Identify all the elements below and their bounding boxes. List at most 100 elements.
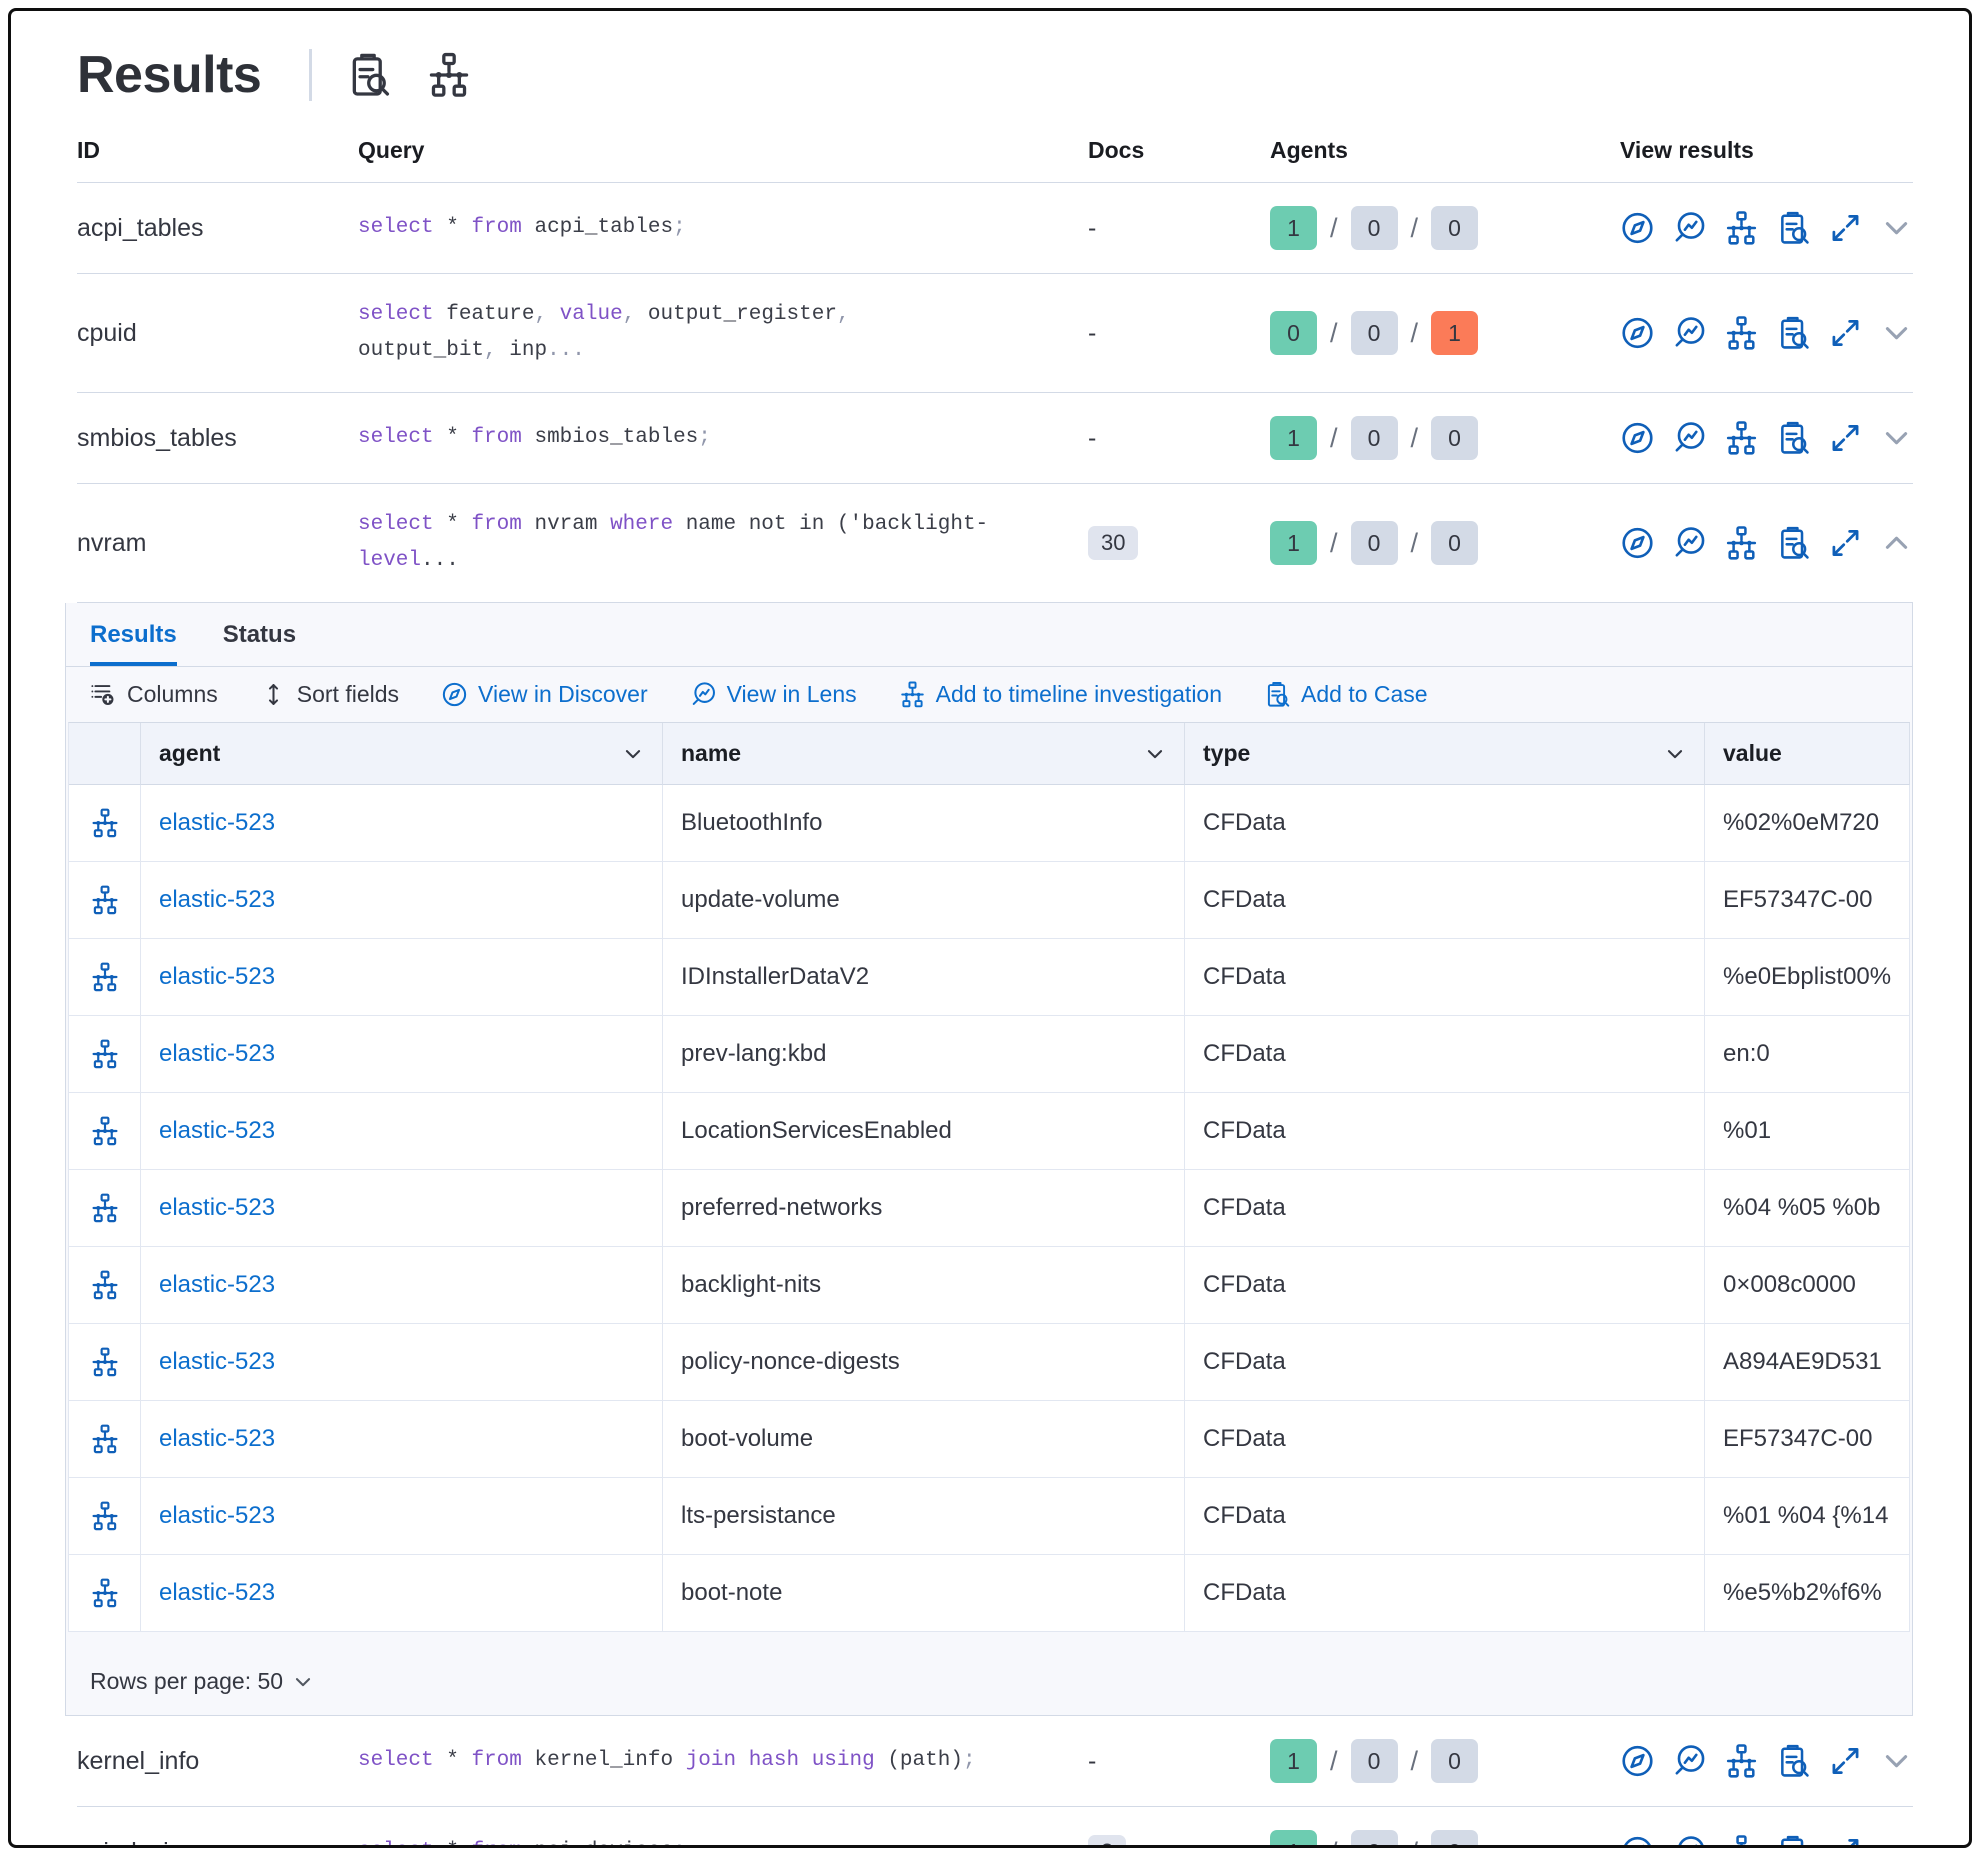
add-to-case-icon[interactable] [1776,210,1811,246]
add-to-timeline-icon[interactable] [1724,1834,1759,1848]
grid-col-type[interactable]: type [1185,723,1705,785]
view-in-lens-icon[interactable] [1672,1743,1707,1779]
timeline-sitemap-icon[interactable] [90,1270,120,1300]
expand-results-icon[interactable] [1828,1743,1863,1779]
rows-per-page-control[interactable]: Rows per page: 50 [66,1644,1912,1715]
view-in-discover-icon[interactable] [1620,525,1655,561]
view-in-discover-icon[interactable] [1620,210,1655,246]
view-in-discover-icon[interactable] [1620,1834,1655,1848]
view-in-discover-icon[interactable] [1620,1743,1655,1779]
toggle-row-chevron-icon[interactable] [1880,1835,1913,1848]
lens-icon [690,681,717,708]
grid-control-cell [69,785,141,862]
query-segment: from [471,513,522,536]
add-to-case-icon[interactable] [1776,525,1811,561]
expand-results-icon[interactable] [1828,1834,1863,1848]
chevron-down-icon [1144,743,1166,765]
add-to-timeline-icon[interactable] [426,52,472,98]
toggle-row-chevron-icon[interactable] [1880,316,1913,350]
timeline-sitemap-icon[interactable] [90,1578,120,1608]
queries-table-header: ID Query Docs Agents View results [77,137,1913,183]
timeline-sitemap-icon[interactable] [90,808,120,838]
view-in-lens-icon[interactable] [1672,210,1707,246]
expand-results-icon[interactable] [1828,525,1863,561]
grid-col-agent[interactable]: agent [141,723,663,785]
timeline-sitemap-icon[interactable] [90,1193,120,1223]
timeline-sitemap-icon[interactable] [90,1039,120,1069]
grid-col-value[interactable]: value [1705,723,1910,785]
view-results-cell [1620,210,1913,246]
agents-success-badge: 0 [1270,311,1317,355]
view-in-lens-icon[interactable] [1672,1834,1707,1848]
query-segment: * [434,1840,472,1845]
agent-link[interactable]: elastic-523 [159,809,276,836]
add-to-case-icon[interactable] [1776,1834,1811,1848]
add-to-case-label: Add to Case [1301,681,1428,707]
docs-cell: - [1088,214,1270,243]
toggle-row-chevron-icon[interactable] [1880,211,1913,245]
grid-col-agent-label: agent [159,740,221,766]
tab-status[interactable]: Status [222,621,297,648]
add-to-case-icon[interactable] [1776,1743,1811,1779]
agent-link[interactable]: elastic-523 [159,1117,276,1144]
toggle-row-chevron-icon[interactable] [1880,1744,1913,1778]
add-to-timeline-icon[interactable] [1724,525,1759,561]
timeline-sitemap-icon[interactable] [90,1347,120,1377]
agents-failed-badge: 0 [1431,1830,1479,1845]
add-to-timeline-icon[interactable] [1724,420,1759,456]
query-code: select * from smbios_tables; [358,420,998,456]
toggle-row-chevron-icon[interactable] [1880,421,1913,455]
agent-link[interactable]: elastic-523 [159,886,276,913]
add-to-timeline-icon[interactable] [1724,1743,1759,1779]
name-cell: boot-volume [663,1401,1185,1478]
grid-col-name[interactable]: name [663,723,1185,785]
timeline-sitemap-icon[interactable] [90,962,120,992]
query-segment: , [534,303,548,326]
value-cell: en:0 [1705,1016,1910,1093]
agent-link[interactable]: elastic-523 [159,963,276,990]
agent-link[interactable]: elastic-523 [159,1579,276,1606]
agent-link[interactable]: elastic-523 [159,1348,276,1375]
expand-results-icon[interactable] [1828,420,1863,456]
agent-link[interactable]: elastic-523 [159,1271,276,1298]
view-in-discover-icon[interactable] [1620,420,1655,456]
title-divider [309,49,313,101]
agents-cell: 1 / 0 / 0 [1270,416,1620,460]
sort-fields-button[interactable]: Sort fields [260,681,399,708]
expand-results-icon[interactable] [1828,210,1863,246]
agents-separator: / [1330,422,1338,453]
timeline-sitemap-icon[interactable] [90,1116,120,1146]
tab-results[interactable]: Results [90,621,177,666]
query-id: smbios_tables [77,423,237,452]
view-in-lens-icon[interactable] [1672,525,1707,561]
timeline-sitemap-icon[interactable] [90,885,120,915]
query-segment: * [433,513,472,536]
timeline-sitemap-icon[interactable] [90,1424,120,1454]
add-to-timeline-icon[interactable] [1724,210,1759,246]
agent-link[interactable]: elastic-523 [159,1194,276,1221]
add-to-case-button[interactable]: Add to Case [1264,681,1428,708]
toggle-row-chevron-icon[interactable] [1880,526,1913,560]
view-in-lens-icon[interactable] [1672,420,1707,456]
add-to-timeline-icon[interactable] [1724,315,1759,351]
add-to-case-icon[interactable] [346,52,392,98]
view-in-lens-button[interactable]: View in Lens [690,681,857,708]
value-cell: %01 %04 {%14 [1705,1478,1910,1555]
agents-separator: / [1330,212,1338,243]
add-to-case-icon[interactable] [1776,420,1811,456]
view-in-lens-icon[interactable] [1672,315,1707,351]
view-in-discover-icon[interactable] [1620,315,1655,351]
add-to-timeline-button[interactable]: Add to timeline investigation [899,681,1222,708]
query-segment: * [433,426,472,449]
agent-link[interactable]: elastic-523 [159,1425,276,1452]
query-segment: ; [673,216,686,239]
sort-fields-label: Sort fields [296,681,400,707]
view-in-discover-button[interactable]: View in Discover [441,681,648,708]
expand-results-icon[interactable] [1828,315,1863,351]
agents-separator: / [1410,317,1419,348]
agent-link[interactable]: elastic-523 [159,1502,276,1529]
add-to-case-icon[interactable] [1776,315,1811,351]
columns-button[interactable]: Columns [90,681,218,708]
timeline-sitemap-icon[interactable] [90,1501,120,1531]
agent-link[interactable]: elastic-523 [159,1040,276,1067]
